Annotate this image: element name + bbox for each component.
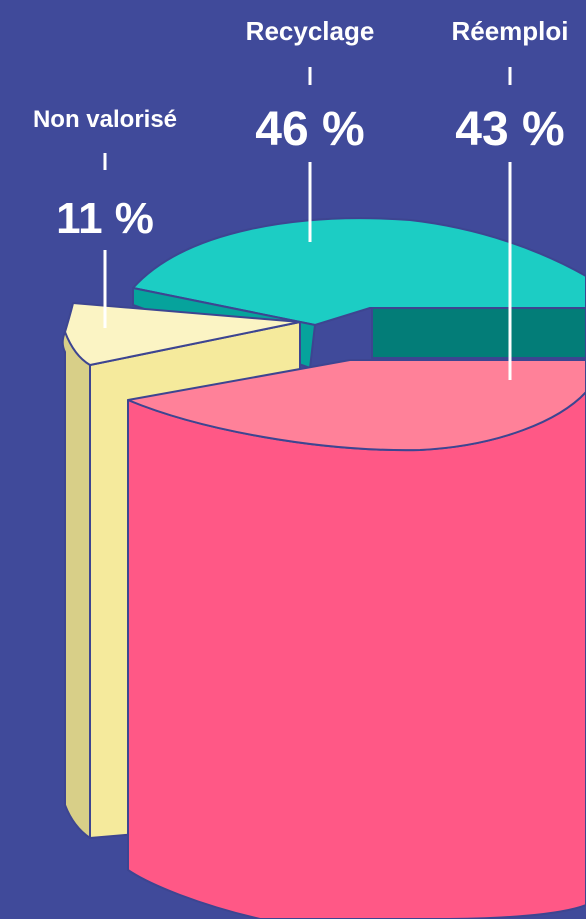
legend-label-recyclage: Recyclage <box>246 16 375 46</box>
leader-lines <box>103 67 512 380</box>
slice-reemploi-side <box>127 391 586 919</box>
data-label-reemploi: 43 % <box>455 103 564 156</box>
slice-reemploi-top <box>127 359 586 452</box>
slice-reemploi <box>127 359 586 919</box>
legend-label-non-valorise: Non valorisé <box>33 106 177 133</box>
labels: Non valorisé 11 % Recyclage 46 % Réemplo… <box>33 16 569 243</box>
slice-non-valorise-back <box>61 331 91 839</box>
data-label-non-valorise: 11 % <box>56 194 154 243</box>
data-label-recyclage: 46 % <box>255 103 364 156</box>
legend-label-reemploi: Réemploi <box>451 16 568 46</box>
slice-recyclage-top <box>132 217 586 326</box>
slice-non-valorise-top <box>64 302 301 366</box>
slice-recyclage-cut <box>371 307 586 359</box>
